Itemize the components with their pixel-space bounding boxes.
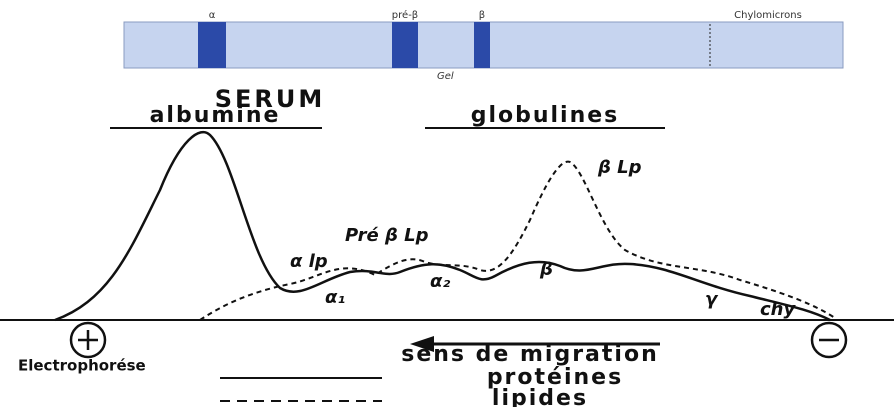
legend-label: lipides: [492, 386, 588, 407]
curve-label: γ: [705, 289, 719, 310]
diagram: α pré-β β Chylomicrons Gel SERUM albumin…: [0, 0, 894, 407]
globulines-label: globulines: [471, 103, 620, 128]
gel-band: [198, 22, 226, 68]
gel-label: Gel: [437, 71, 454, 82]
curve-label: chy: [760, 299, 796, 320]
band-label: β: [479, 10, 485, 21]
plus-sign: [78, 330, 98, 350]
albumine-label: albumine: [150, 103, 281, 128]
band-label: Chylomicrons: [734, 10, 802, 21]
curve-label: Pré β Lp: [345, 225, 429, 246]
curve-label: β: [539, 259, 553, 280]
curve-label: α₁: [325, 287, 345, 308]
curve-label: β Lp: [597, 157, 642, 178]
method-label: Electrophorése: [18, 357, 146, 375]
lipid-curve: [200, 162, 835, 320]
band-label: α: [209, 10, 216, 21]
band-label: pré-β: [392, 9, 418, 21]
gel-band: [392, 22, 418, 68]
direction-label: sens de migration: [401, 342, 659, 367]
curve-label: α₂: [430, 271, 450, 292]
curve-label: α lp: [290, 251, 328, 272]
gel-band: [474, 22, 490, 68]
